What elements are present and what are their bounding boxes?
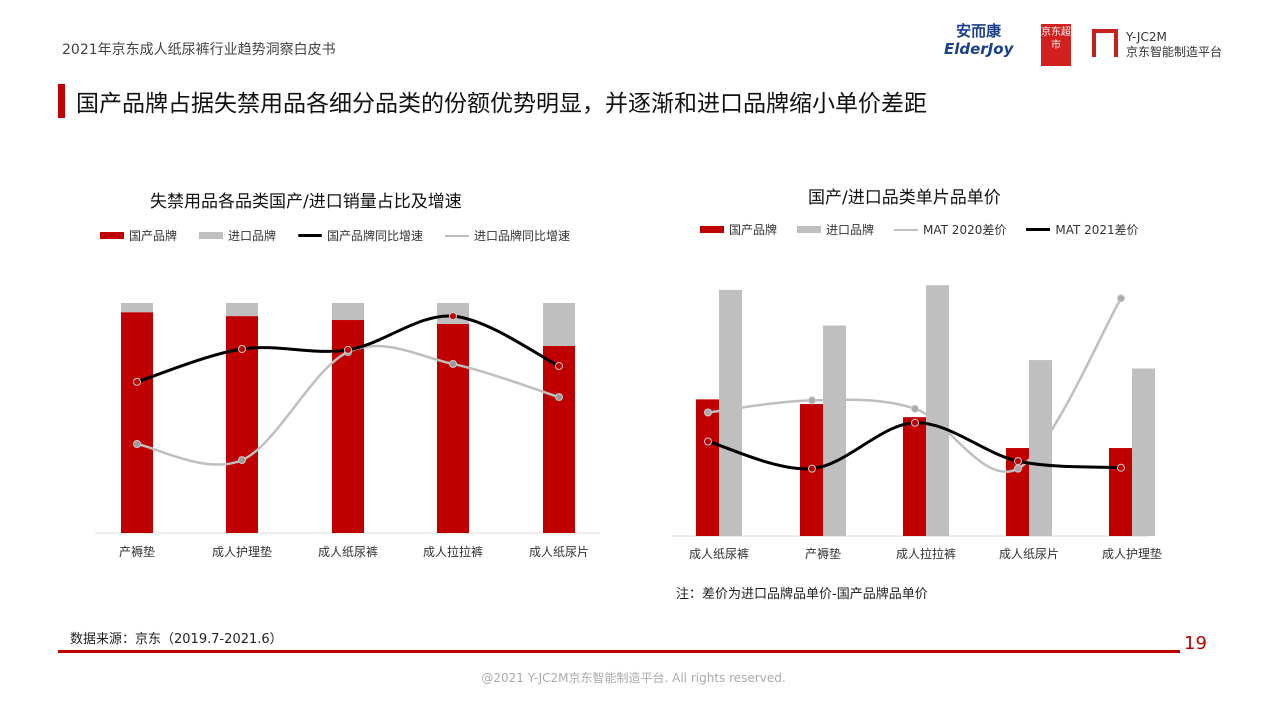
x-tick-label: 产褥垫 bbox=[805, 546, 841, 561]
jd-supermarket-logo: 京东超市 bbox=[1041, 24, 1071, 66]
line-point bbox=[911, 418, 919, 427]
line-point bbox=[555, 362, 563, 371]
elderjoy-logo: 安而康 ElderJoy bbox=[944, 22, 1014, 58]
chart2-legend: 国产品牌 进口品牌 MAT 2020差价 MAT 2021差价 bbox=[700, 221, 1139, 238]
yjc2m-logo-icon bbox=[1092, 29, 1118, 57]
legend-label: 国产品牌 bbox=[729, 223, 778, 237]
report-subtitle: 2021年京东成人纸尿裤行业趋势洞察白皮书 bbox=[62, 42, 336, 58]
bar-import bbox=[823, 325, 846, 536]
line-point bbox=[704, 437, 712, 446]
legend-label: 国产品牌 bbox=[129, 229, 178, 243]
bar-import bbox=[121, 303, 153, 313]
bar-import bbox=[926, 285, 949, 536]
bar-import bbox=[543, 303, 575, 347]
line-point bbox=[1014, 464, 1022, 473]
chart2-title: 国产/进口品类单片品单价 bbox=[808, 188, 1001, 208]
copyright: @2021 Y-JC2M京东智能制造平台. All rights reserve… bbox=[481, 671, 786, 685]
legend-label: 进口品牌 bbox=[228, 229, 277, 243]
x-tick-label: 产褥垫 bbox=[119, 544, 155, 559]
page-number: 19 bbox=[1184, 633, 1207, 654]
x-tick-label: 成人拉拉裤 bbox=[423, 544, 483, 559]
line-point bbox=[808, 464, 816, 473]
data-source: 数据来源：京东（2019.7-2021.6） bbox=[70, 632, 283, 647]
legend-label: 进口品牌同比增速 bbox=[474, 229, 571, 243]
chart1-legend: 国产品牌 进口品牌 国产品牌同比增速 进口品牌同比增速 bbox=[100, 227, 570, 244]
page-title: 国产品牌占据失禁用品各细分品类的份额优势明显，并逐渐和进口品牌缩小单价差距 bbox=[76, 91, 927, 117]
x-tick-label: 成人纸尿片 bbox=[529, 545, 589, 559]
bar-domestic bbox=[437, 323, 469, 533]
line-point bbox=[808, 396, 816, 405]
bar-import bbox=[332, 303, 364, 321]
line-point bbox=[1014, 457, 1022, 466]
line-point bbox=[133, 377, 141, 386]
line-point bbox=[133, 439, 141, 448]
title-accent-bar bbox=[58, 84, 65, 118]
line-point bbox=[238, 345, 246, 353]
line-mat2020 bbox=[707, 297, 1123, 473]
yjc2m-logo: Y-JC2M 京东智能制造平台 bbox=[1126, 30, 1223, 59]
bar-domestic bbox=[903, 417, 926, 536]
chart2: 成人纸尿裤 产褥垫 成人拉拉裤 成人纸尿片 成人护理垫 bbox=[672, 285, 1162, 561]
line-point bbox=[238, 456, 246, 465]
footer-divider bbox=[58, 650, 1180, 653]
legend-label: MAT 2020差价 bbox=[923, 223, 1007, 237]
bar-import bbox=[226, 303, 258, 317]
chart2-note: 注：差价为进口品牌品单价-国产品牌品单价 bbox=[676, 587, 928, 602]
bar-domestic bbox=[543, 346, 575, 533]
line-point bbox=[704, 408, 712, 417]
line-point bbox=[555, 393, 563, 402]
bar-domestic bbox=[696, 399, 719, 536]
line-point bbox=[344, 345, 352, 354]
x-tick-label: 成人拉拉裤 bbox=[896, 546, 956, 561]
legend-label: MAT 2021差价 bbox=[1055, 223, 1139, 237]
legend-label: 国产品牌同比增速 bbox=[327, 229, 424, 243]
x-tick-label: 成人纸尿片 bbox=[999, 547, 1059, 561]
x-tick-label: 成人纸尿裤 bbox=[318, 545, 378, 559]
line-point bbox=[449, 312, 457, 321]
x-tick-label: 成人护理垫 bbox=[1102, 546, 1162, 561]
bar-domestic bbox=[1109, 448, 1132, 536]
x-tick-label: 成人护理垫 bbox=[212, 544, 272, 559]
line-point bbox=[1117, 463, 1125, 472]
line-point bbox=[449, 359, 457, 368]
legend-label: 进口品牌 bbox=[826, 223, 875, 237]
bar-domestic bbox=[121, 312, 153, 533]
chart1: 产褥垫 成人护理垫 成人纸尿裤 成人拉拉裤 成人纸尿片 bbox=[95, 303, 600, 559]
x-tick-label: 成人纸尿裤 bbox=[689, 547, 749, 561]
bar-import bbox=[719, 289, 742, 536]
chart1-title: 失禁用品各品类国产/进口销量占比及增速 bbox=[150, 192, 462, 212]
line-point bbox=[911, 404, 919, 413]
bar-import bbox=[1132, 368, 1155, 536]
line-point bbox=[1117, 294, 1125, 303]
